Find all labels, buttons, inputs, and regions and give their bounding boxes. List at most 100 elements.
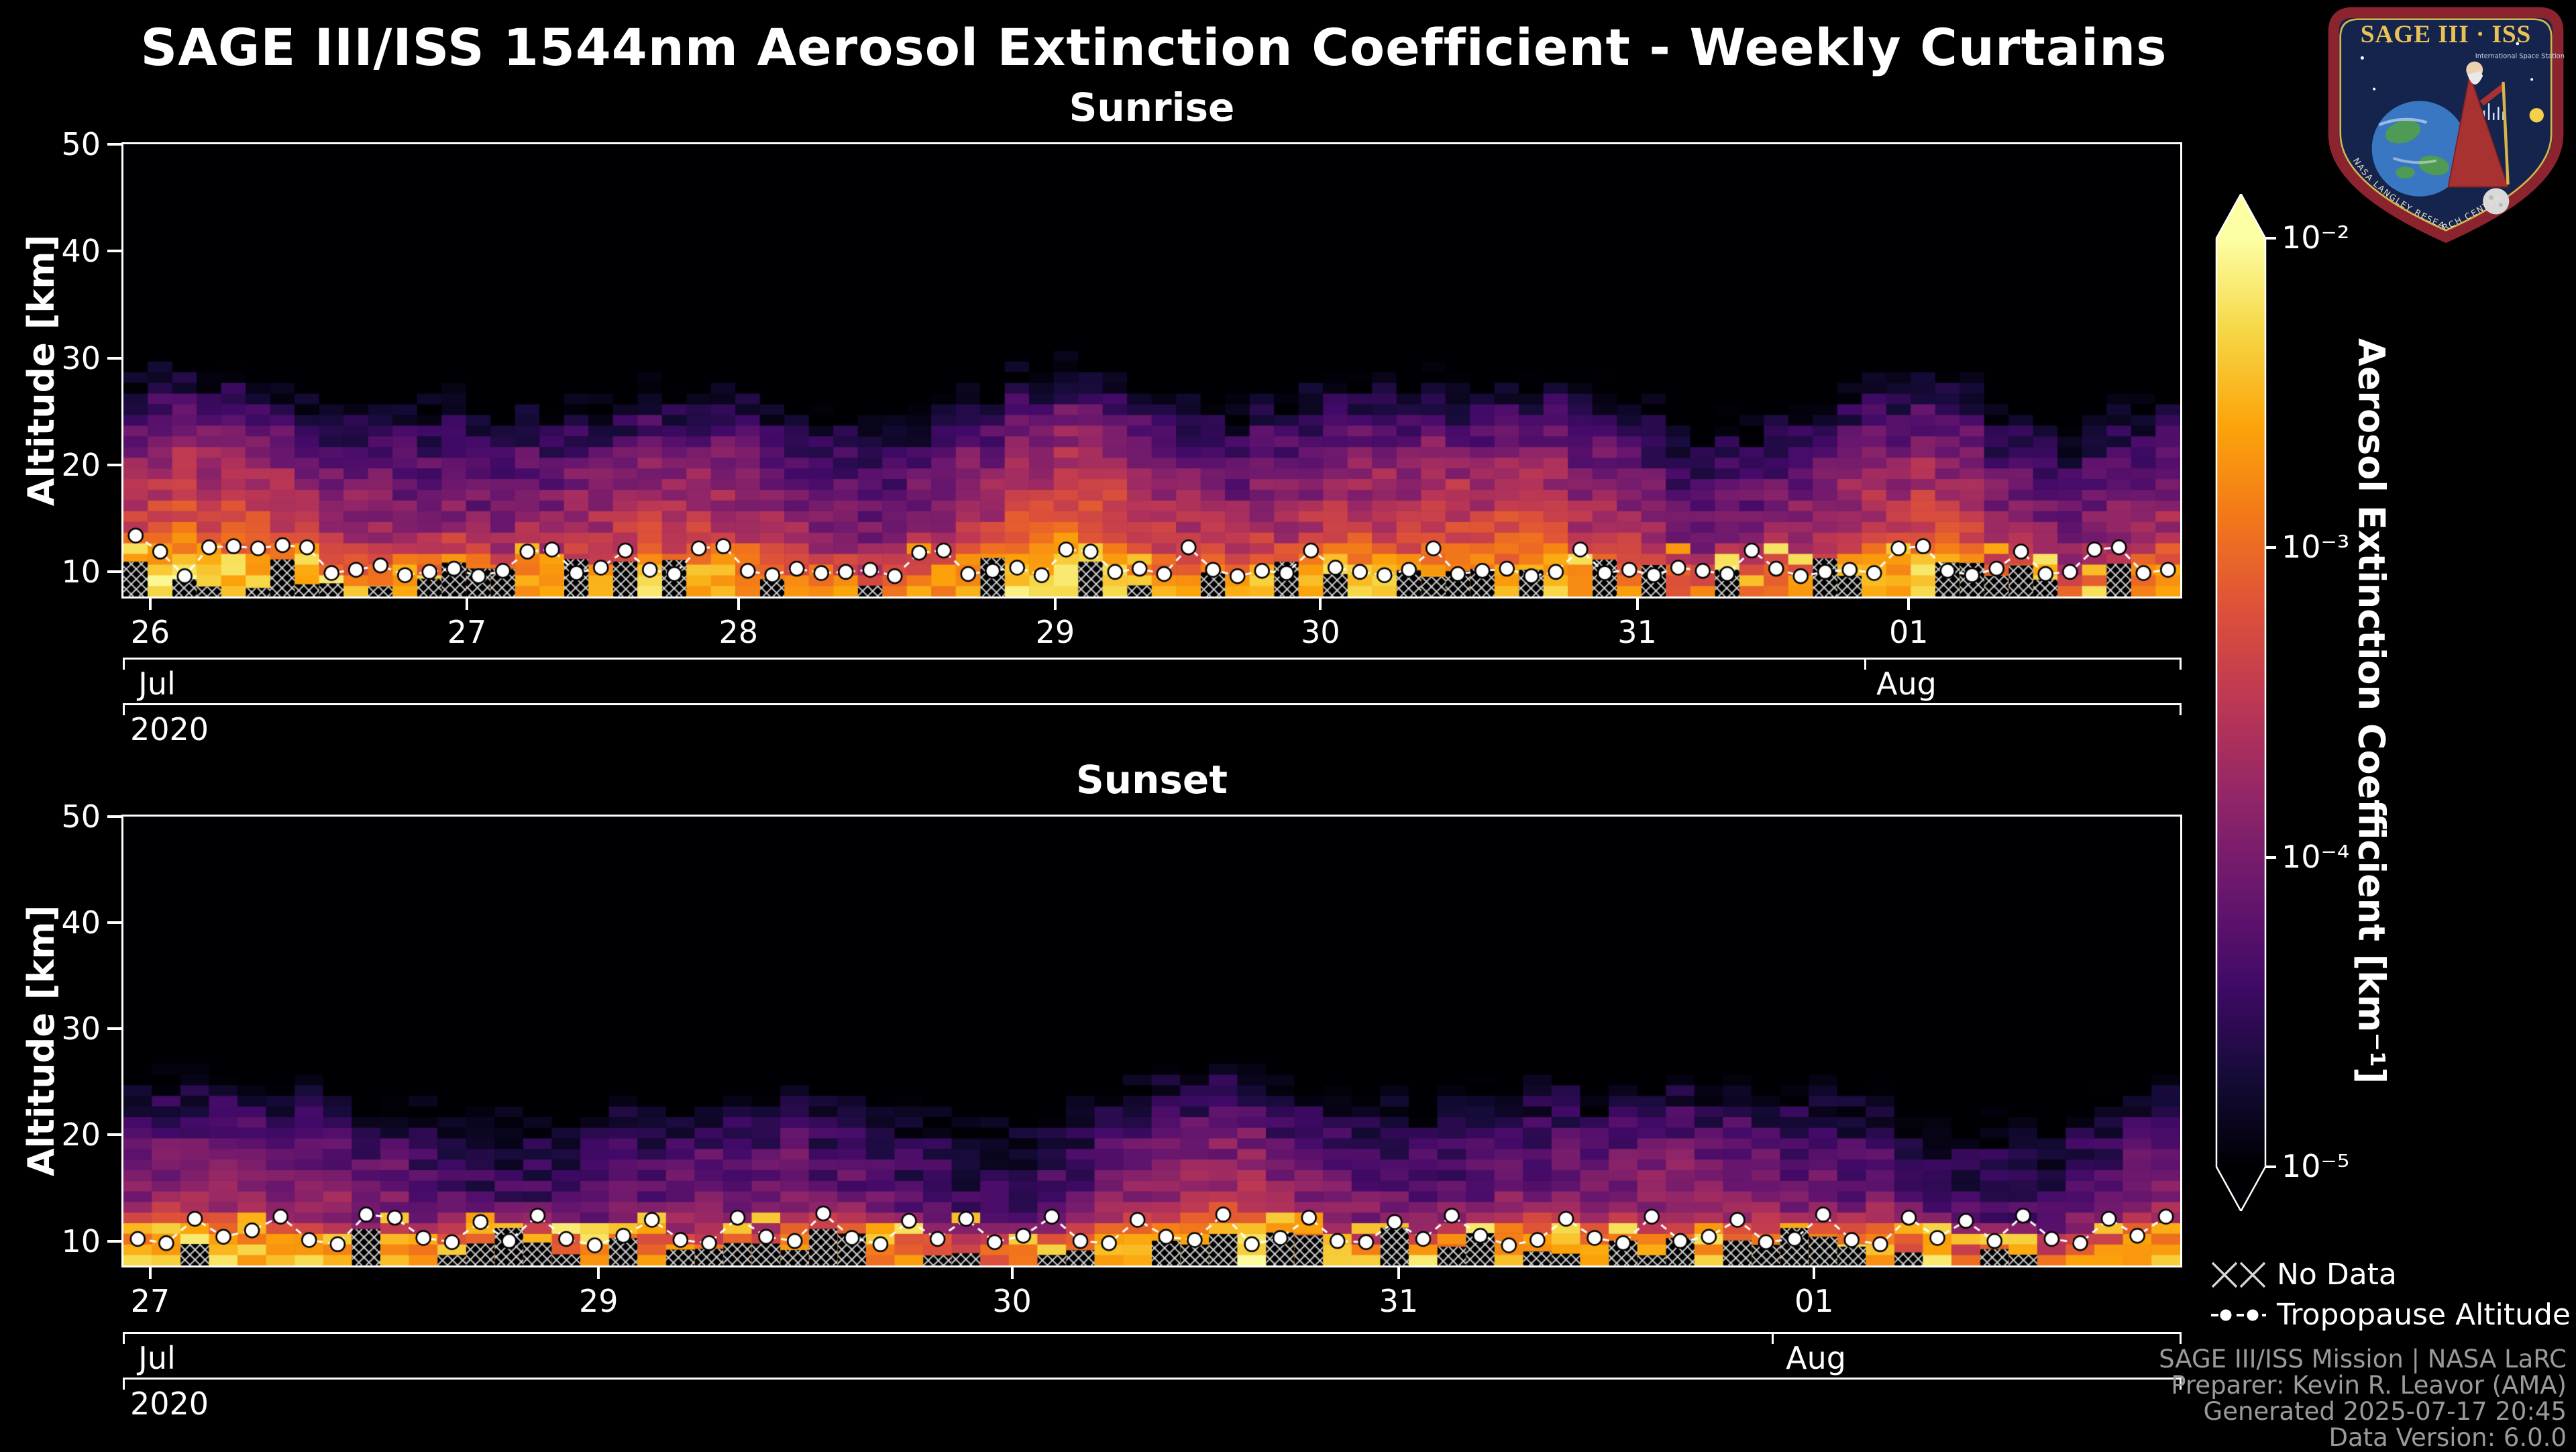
x-tick-mark bbox=[1635, 597, 1639, 610]
sunset-panel-title: Sunset bbox=[1076, 757, 1228, 802]
sunset-heatmap-canvas bbox=[123, 817, 2180, 1265]
legend-no-data: No Data bbox=[2210, 1257, 2397, 1292]
sunrise-panel-title: Sunrise bbox=[1069, 85, 1235, 130]
legend-no-data-label: No Data bbox=[2277, 1257, 2397, 1292]
y-tick-label: 30 bbox=[61, 340, 101, 376]
colorbar-tick-mark bbox=[2265, 546, 2276, 550]
month-label: Aug bbox=[1786, 1340, 1846, 1376]
legend-tropopause-label: Tropopause Altitude bbox=[2277, 1298, 2571, 1332]
colorbar-tick-label: 10⁻⁵ bbox=[2282, 1148, 2350, 1184]
year-axis-line bbox=[123, 1378, 2180, 1380]
month-boundary-tick bbox=[2179, 1332, 2182, 1344]
month-axis-line bbox=[123, 1332, 2180, 1334]
x-tick-label: 26 bbox=[130, 614, 170, 650]
year-label: 2020 bbox=[130, 711, 209, 747]
year-boundary-tick bbox=[2179, 703, 2182, 715]
x-tick-mark bbox=[597, 1265, 600, 1279]
month-label: Jul bbox=[138, 666, 176, 702]
y-tick-label: 30 bbox=[61, 1010, 101, 1047]
year-boundary-tick bbox=[122, 1378, 125, 1390]
figure-title: SAGE III/ISS 1544nm Aerosol Extinction C… bbox=[140, 17, 2167, 77]
month-label: Jul bbox=[138, 1340, 176, 1376]
y-tick-label: 40 bbox=[61, 233, 101, 270]
y-tick-mark bbox=[107, 356, 121, 360]
logo-moon bbox=[2483, 188, 2510, 215]
logo-title: SAGE III · ISS bbox=[2361, 21, 2532, 48]
colorbar-axis-label: Aerosol Extinction Coefficient [km⁻¹] bbox=[2350, 338, 2393, 1084]
month-boundary-tick bbox=[1864, 658, 1867, 670]
x-tick-label: 31 bbox=[1379, 1283, 1419, 1319]
sunrise-heatmap-canvas bbox=[123, 144, 2180, 597]
y-tick-label: 20 bbox=[61, 1117, 101, 1153]
month-boundary-tick bbox=[2179, 658, 2182, 670]
credit-generated: Generated 2025-07-17 20:45 bbox=[2203, 1397, 2567, 1426]
x-tick-mark bbox=[148, 1265, 152, 1279]
x-tick-label: 28 bbox=[718, 614, 758, 650]
x-tick-label: 01 bbox=[1794, 1283, 1834, 1319]
x-tick-label: 01 bbox=[1889, 614, 1929, 650]
x-tick-mark bbox=[1397, 1265, 1400, 1279]
y-tick-label: 10 bbox=[61, 554, 101, 590]
x-tick-label: 30 bbox=[1301, 614, 1340, 650]
colorbar-tick-label: 10⁻⁴ bbox=[2282, 838, 2350, 875]
sunset-plot-area bbox=[121, 815, 2182, 1267]
x-tick-label: 29 bbox=[578, 1283, 619, 1319]
month-axis-line bbox=[123, 658, 2180, 660]
x-tick-mark bbox=[466, 597, 469, 610]
x-tick-mark bbox=[1813, 1265, 1816, 1279]
credit-mission: SAGE III/ISS Mission | NASA LaRC bbox=[2159, 1345, 2567, 1373]
year-axis-line bbox=[123, 703, 2180, 705]
legend-tropopause: Tropopause Altitude bbox=[2210, 1298, 2571, 1332]
sunrise-plot-area bbox=[121, 142, 2182, 599]
year-boundary-tick bbox=[122, 703, 125, 715]
y-tick-mark bbox=[107, 1027, 121, 1031]
x-tick-mark bbox=[1319, 597, 1322, 610]
year-boundary-tick bbox=[2179, 1378, 2182, 1390]
y-tick-mark bbox=[107, 1133, 121, 1137]
colorbar bbox=[2215, 194, 2267, 1211]
y-tick-mark bbox=[107, 570, 121, 574]
y-tick-label: 50 bbox=[61, 126, 101, 162]
x-tick-mark bbox=[148, 597, 152, 610]
x-tick-label: 30 bbox=[992, 1283, 1032, 1319]
colorbar-bar bbox=[2215, 194, 2267, 1211]
y-tick-mark bbox=[107, 143, 121, 146]
month-boundary-tick bbox=[1772, 1332, 1774, 1344]
y-tick-mark bbox=[107, 921, 121, 925]
x-tick-mark bbox=[1907, 597, 1911, 610]
y-tick-label: 40 bbox=[61, 904, 101, 941]
logo-sage-figure bbox=[2447, 61, 2510, 188]
credits-block: SAGE III/ISS Mission | NASA LaRC Prepare… bbox=[2159, 1346, 2567, 1451]
y-tick-label: 10 bbox=[61, 1223, 101, 1259]
tropopause-marker-icon bbox=[2211, 1308, 2266, 1322]
no-data-hatch-icon bbox=[2210, 1261, 2266, 1288]
x-tick-label: 29 bbox=[1035, 614, 1075, 650]
y-tick-mark bbox=[107, 250, 121, 253]
colorbar-tick-mark bbox=[2265, 1165, 2276, 1168]
colorbar-tick-mark bbox=[2265, 237, 2276, 240]
y-tick-mark bbox=[107, 1239, 121, 1243]
x-tick-label: 27 bbox=[447, 614, 487, 650]
colorbar-tick-label: 10⁻³ bbox=[2282, 529, 2350, 566]
colorbar-tick-mark bbox=[2265, 855, 2276, 859]
x-tick-mark bbox=[737, 597, 740, 610]
logo-subtitle: International Space Station bbox=[2475, 52, 2565, 60]
x-tick-mark bbox=[1010, 1265, 1014, 1279]
year-label: 2020 bbox=[130, 1386, 209, 1422]
credit-preparer: Preparer: Kevin R. Leavor (AMA) bbox=[2171, 1371, 2567, 1400]
month-label: Aug bbox=[1876, 666, 1937, 702]
month-boundary-tick bbox=[122, 658, 125, 670]
month-boundary-tick bbox=[122, 1332, 125, 1344]
y-tick-label: 20 bbox=[61, 447, 101, 483]
y-tick-mark bbox=[107, 464, 121, 466]
logo-sun bbox=[2529, 108, 2544, 123]
x-tick-label: 31 bbox=[1617, 614, 1657, 650]
x-tick-mark bbox=[1053, 597, 1057, 610]
colorbar-tick-label: 10⁻² bbox=[2282, 219, 2350, 256]
credit-data-version: Data Version: 6.0.0 bbox=[2328, 1423, 2567, 1452]
y-tick-mark bbox=[107, 815, 121, 818]
x-tick-label: 27 bbox=[130, 1283, 170, 1319]
y-tick-label: 50 bbox=[61, 798, 101, 835]
sage-iss-logo: SAGE III · ISS International Space Stati… bbox=[2328, 7, 2565, 244]
